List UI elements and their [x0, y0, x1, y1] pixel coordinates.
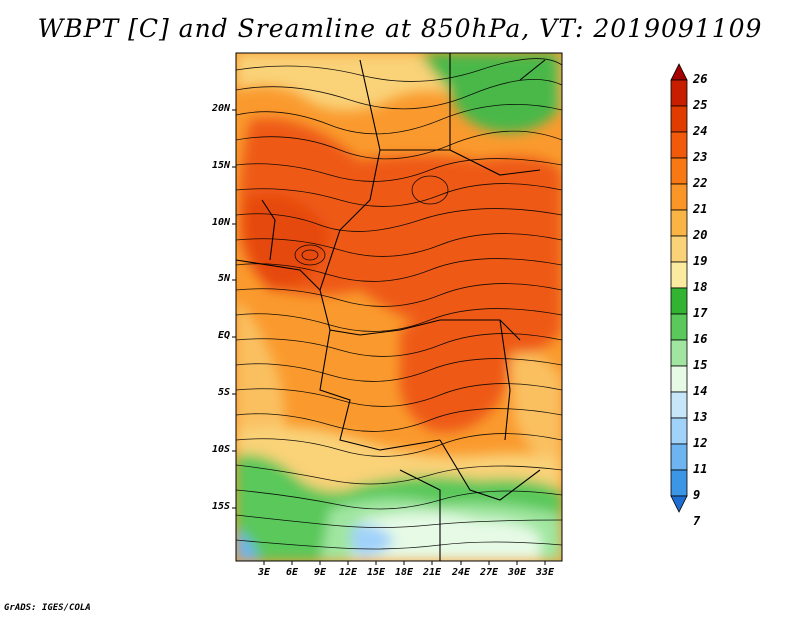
colorbar-bottom-arrow: [670, 495, 688, 513]
colorbar-label: 7: [693, 514, 701, 528]
colorbar-swatch: [670, 443, 688, 471]
colorbar-label: 18: [693, 280, 708, 294]
lat-label: 10N: [211, 217, 230, 228]
lat-label: 5N: [217, 273, 230, 284]
lat-label: 20N: [211, 103, 230, 114]
colorbar-label: 26: [693, 72, 708, 86]
colorbar-label: 22: [693, 176, 708, 190]
colorbar-swatch: [670, 131, 688, 159]
colorbar-swatch: [670, 235, 688, 263]
wbpt-field: [236, 53, 562, 561]
colorbar-swatch: [670, 469, 688, 497]
colorbar-label: 15: [693, 358, 708, 372]
colorbar-swatch: [670, 209, 688, 237]
lat-label: EQ: [217, 330, 230, 341]
streamlines: [236, 58, 562, 550]
colorbar-swatch: [670, 287, 688, 315]
country-borders: [236, 53, 546, 561]
lat-label: 15N: [211, 160, 230, 171]
lon-label: 6E: [285, 567, 299, 578]
lon-label: 3E: [257, 567, 271, 578]
lon-label: 24E: [451, 567, 471, 578]
colorbar-label: 16: [693, 332, 708, 346]
colorbar-swatch: [670, 417, 688, 445]
grads-credit: GrADS: IGES/COLA: [4, 603, 91, 613]
colorbar-label: 20: [693, 228, 708, 242]
colorbar-label: 23: [693, 150, 708, 164]
colorbar-swatch: [670, 313, 688, 341]
chart-title: WBPT [C] and Sreamline at 850hPa, VT: 20…: [37, 14, 763, 43]
lon-label: 33E: [535, 567, 555, 578]
colorbar-label: 14: [693, 384, 708, 398]
map-frame: [235, 52, 563, 562]
colorbar: [670, 63, 688, 513]
colorbar-label: 13: [693, 410, 708, 424]
axis-ticks: [232, 109, 546, 565]
colorbar-label: 19: [693, 254, 708, 268]
colorbar-swatch: [670, 183, 688, 211]
colorbar-label: 11: [693, 462, 708, 476]
colorbar-swatch: [670, 339, 688, 367]
colorbar-label: 21: [693, 202, 708, 216]
colorbar-swatch: [670, 391, 688, 419]
colorbar-swatch: [670, 261, 688, 289]
colorbar-label: 25: [693, 98, 708, 112]
colorbar-swatch: [670, 365, 688, 393]
lon-label: 18E: [394, 567, 414, 578]
lat-label: 10S: [211, 444, 230, 455]
lat-label: 5S: [217, 387, 230, 398]
colorbar-label: 17: [693, 306, 708, 320]
colorbar-swatch: [670, 157, 688, 185]
colorbar-top-arrow: [670, 63, 688, 81]
colorbar-label: 12: [693, 436, 708, 450]
colorbar-swatch: [670, 79, 688, 107]
lat-label: 15S: [211, 501, 230, 512]
lon-label: 15E: [366, 567, 386, 578]
lon-label: 9E: [313, 567, 327, 578]
lon-label: 30E: [507, 567, 527, 578]
lon-label: 12E: [338, 567, 358, 578]
colorbar-swatch: [670, 105, 688, 133]
lon-label: 27E: [479, 567, 499, 578]
lon-label: 21E: [422, 567, 442, 578]
colorbar-label: 24: [693, 124, 708, 138]
colorbar-label: 9: [693, 488, 701, 502]
